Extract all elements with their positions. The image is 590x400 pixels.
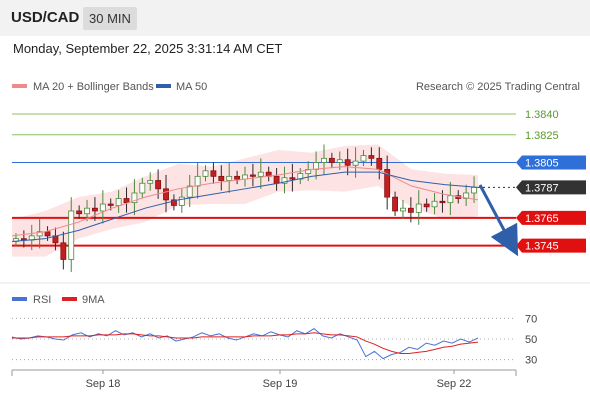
candle-body xyxy=(281,177,288,184)
timestamp: Monday, September 22, 2025 3:31:14 AM CE… xyxy=(13,41,283,56)
rsi-ma-legend-label: 9MA xyxy=(82,294,105,306)
candle-body xyxy=(273,175,280,184)
rsi-tick-50: 50 xyxy=(525,334,537,346)
bollinger-band xyxy=(12,144,478,257)
ma20-legend-label: MA 20 + Bollinger Bands xyxy=(33,81,154,93)
symbol-title: USD/CAD xyxy=(11,9,80,26)
candle-body xyxy=(170,199,177,206)
candle-body xyxy=(344,159,351,166)
level-label-1.3765: 1.3765 xyxy=(525,213,559,225)
candle-body xyxy=(368,155,375,159)
candle-body xyxy=(257,171,264,177)
x-tick-label: Sep 22 xyxy=(437,378,472,390)
x-tick-label: Sep 18 xyxy=(86,378,121,390)
x-axis-labels: Sep 18 Sep 19 Sep 22 xyxy=(86,370,472,390)
candle-body xyxy=(68,210,75,260)
level-label-1.3787: 1.3787 xyxy=(525,182,559,194)
rsi-ma-legend-swatch xyxy=(62,297,77,301)
candle-body xyxy=(447,195,454,204)
header-bar: USD/CAD 30 MIN xyxy=(0,0,590,36)
level-tag-1.3805 xyxy=(516,155,586,170)
candle-body xyxy=(123,198,130,204)
rsi-tick-70: 70 xyxy=(525,313,537,325)
candle-body xyxy=(155,180,162,190)
candle-body xyxy=(400,207,406,212)
rsi-panel: 70 50 30 xyxy=(11,313,537,367)
level-tag-1.3787 xyxy=(516,180,586,195)
candle-body xyxy=(178,196,185,206)
candle-body xyxy=(36,231,43,237)
candle-body xyxy=(226,175,233,181)
candle-body xyxy=(407,207,414,213)
candle-body xyxy=(439,200,446,204)
candle-body xyxy=(376,157,383,170)
candles xyxy=(13,144,477,272)
rsi-legend-swatch xyxy=(12,297,27,301)
candle-body xyxy=(139,182,146,194)
candle-body xyxy=(463,192,470,199)
candle-body xyxy=(289,177,296,180)
candle-body xyxy=(202,170,209,177)
price-levels: 1.3840 1.3825 1.3805 1.3787 1.3765 1.3745 xyxy=(12,109,586,253)
candle-body xyxy=(313,162,320,170)
level-label-1.3840: 1.3840 xyxy=(525,109,559,121)
candle-body xyxy=(163,188,169,201)
candle-body xyxy=(115,198,122,206)
candle-body xyxy=(186,185,193,198)
bollinger-band-fill xyxy=(12,144,478,257)
candle-body xyxy=(360,155,367,162)
candle-body xyxy=(321,157,327,163)
candle-body xyxy=(336,159,343,163)
candle-body xyxy=(415,203,422,213)
candle-body xyxy=(60,242,67,260)
rsi-tick-30: 30 xyxy=(525,355,537,367)
candle-body xyxy=(131,192,138,204)
candle-body xyxy=(392,196,398,212)
level-label-1.3825: 1.3825 xyxy=(525,130,559,142)
timeframe-badge[interactable]: 30 MIN xyxy=(83,7,137,30)
ma50-line xyxy=(11,171,479,242)
candle-body xyxy=(305,169,312,174)
candle-body xyxy=(352,160,359,166)
forecast-arrow xyxy=(478,184,519,257)
candle-body xyxy=(423,203,430,208)
candle-body xyxy=(194,175,201,187)
ma20-line xyxy=(11,166,479,237)
candle-body xyxy=(218,175,225,181)
ma50-legend-label: MA 50 xyxy=(176,81,207,93)
candle-body xyxy=(107,203,114,206)
candle-body xyxy=(471,187,477,194)
candle-body xyxy=(384,169,391,198)
rsi-line xyxy=(11,328,479,360)
level-tag-1.3745 xyxy=(516,238,586,253)
level-tag-1.3765 xyxy=(516,210,586,225)
candle-body xyxy=(210,170,217,177)
candle-body xyxy=(147,180,154,184)
candle-body xyxy=(84,207,90,215)
ma20-legend-swatch xyxy=(12,84,27,88)
candle-body xyxy=(99,203,106,212)
level-label-1.3745: 1.3745 xyxy=(525,241,559,253)
ma50-legend-swatch xyxy=(156,84,171,88)
candle-body xyxy=(328,157,335,163)
candle-body xyxy=(44,231,51,237)
candle-body xyxy=(431,200,438,208)
candle-body xyxy=(234,175,241,180)
level-label-1.3805: 1.3805 xyxy=(525,157,559,169)
credit-text: Research © 2025 Trading Central xyxy=(416,81,580,93)
x-tick-label: Sep 19 xyxy=(263,378,298,390)
moving-average-lines xyxy=(11,166,479,242)
rsi-ma-line xyxy=(12,332,479,354)
candle-body xyxy=(92,207,98,212)
candle-body xyxy=(76,210,83,215)
candle-body xyxy=(249,174,256,177)
rsi-legend-label: RSI xyxy=(33,294,51,306)
